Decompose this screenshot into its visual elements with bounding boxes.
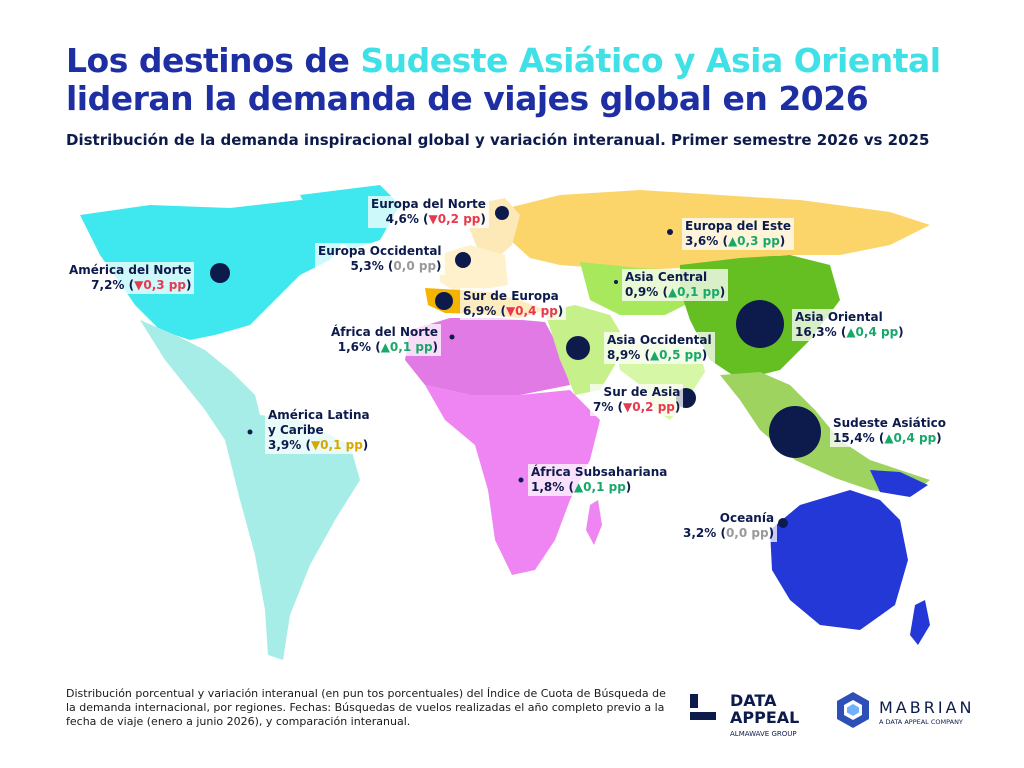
- bubble-america-latina: [247, 429, 253, 435]
- data-appeal-mark-icon: [690, 694, 716, 720]
- region-north-africa: [405, 318, 570, 395]
- mabrian-sub: A DATA APPEAL COMPANY: [879, 718, 963, 726]
- region-europe-west: [438, 245, 508, 293]
- bubble-america-norte: [210, 263, 230, 283]
- region-new-zealand: [910, 600, 930, 645]
- bubble-layer: [210, 206, 821, 528]
- bubble-europa-occidental: [455, 252, 471, 268]
- label-sur-europa: Sur de Europa 6,9% (▼0,4 pp): [460, 288, 567, 320]
- bubble-africa-subsahariana: [518, 477, 524, 483]
- bubble-europa-este: [667, 229, 673, 235]
- label-africa-norte: África del Norte 1,6% (▲0,1 pp): [328, 324, 442, 356]
- bubble-europa-norte: [495, 206, 509, 220]
- world-map: [80, 185, 930, 660]
- label-europa-norte: Europa del Norte 4,6% (▼0,2 pp): [368, 196, 489, 228]
- region-southeast-asia: [720, 372, 930, 495]
- data-appeal-name: DATA APPEAL: [730, 691, 800, 727]
- label-europa-occidental: Europa Occidental 5,3% (0,0 pp): [315, 243, 445, 275]
- bubble-oceania: [778, 518, 788, 528]
- label-asia-central: Asia Central 0,9% (▲0,1 pp): [622, 269, 729, 301]
- label-asia-occidental: Asia Occidental 8,9% (▲0,5 pp): [604, 332, 715, 364]
- bubble-asia-oriental: [736, 300, 784, 348]
- bubble-asia-central: [614, 280, 618, 284]
- bubble-sudeste-asiatico: [769, 406, 821, 458]
- label-america-norte: América del Norte 7,2% (▼0,3 pp): [66, 262, 195, 294]
- page-title: Los destinos de Sudeste Asiático y Asia …: [66, 42, 941, 118]
- region-australia: [770, 490, 908, 630]
- label-oceania: Oceanía 3,2% (0,0 pp): [680, 510, 778, 542]
- bubble-africa-norte: [449, 334, 455, 340]
- title-line2: lideran la demanda de viajes global en 2…: [66, 79, 869, 118]
- region-latin-america: [140, 320, 360, 660]
- region-subsaharan-africa: [425, 385, 600, 575]
- title-line1-pre: Los destinos de: [66, 41, 361, 80]
- label-asia-oriental: Asia Oriental 16,3% (▲0,4 pp): [792, 309, 907, 341]
- data-appeal-sub: ALMAWAVE GROUP: [730, 730, 797, 738]
- footnote: Distribución porcentual y variación inte…: [66, 687, 666, 728]
- label-africa-subsahariana: África Subsahariana 1,8% (▲0,1 pp): [528, 464, 671, 496]
- bubble-sur-europa: [435, 292, 453, 310]
- mabrian-name: MABRIAN: [879, 698, 975, 717]
- title-highlight: Sudeste Asiático y Asia Oriental: [360, 41, 941, 80]
- label-sur-asia: Sur de Asia 7% (▼0,2 pp): [590, 384, 684, 416]
- bubble-asia-occidental: [566, 336, 590, 360]
- region-madagascar: [586, 500, 602, 545]
- label-sudeste-asiatico: Sudeste Asiático 15,4% (▲0,4 pp): [830, 415, 949, 447]
- label-europa-este: Europa del Este 3,6% (▲0,3 pp): [682, 218, 795, 250]
- region-new-guinea: [870, 470, 928, 497]
- label-america-latina: América Latina y Caribe 3,9% (▼0,1 pp): [265, 407, 373, 454]
- mabrian-hexagon-icon: [837, 692, 869, 728]
- page-subtitle: Distribución de la demanda inspiracional…: [66, 131, 930, 149]
